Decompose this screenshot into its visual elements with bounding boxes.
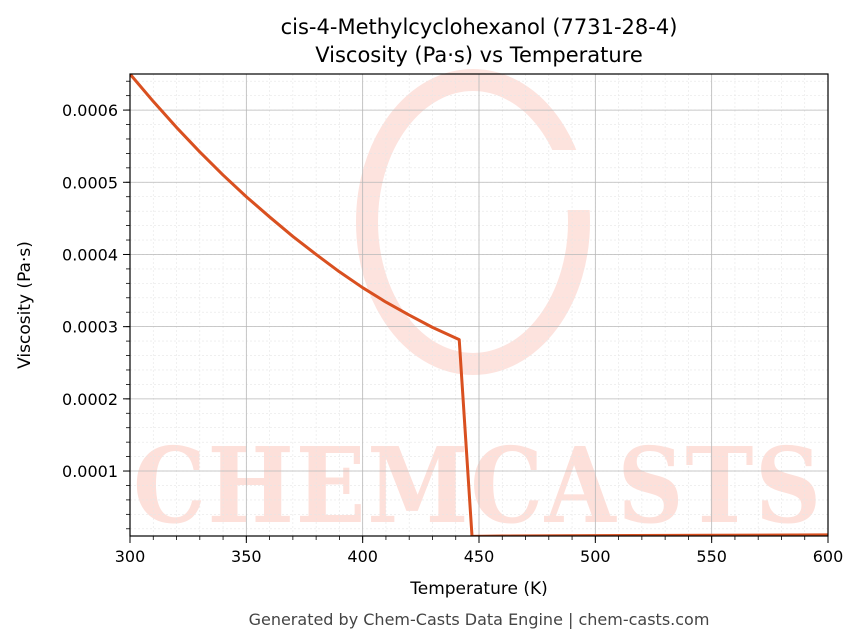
y-axis: 0.0001 0.0002 0.0003 0.0004 0.0005 0.0006 (62, 80, 130, 530)
y-tick-label: 0.0005 (62, 173, 118, 192)
viscosity-line (130, 74, 828, 536)
chart-subtitle: Viscosity (Pa·s) vs Temperature (315, 43, 643, 67)
watermark: CHEMCASTS (133, 69, 821, 547)
y-tick-label: 0.0001 (62, 462, 118, 481)
y-axis-label: Viscosity (Pa·s) (15, 241, 35, 369)
chart-title: cis-4-Methylcyclohexanol (7731-28-4) (281, 15, 678, 39)
x-tick-label: 450 (464, 547, 495, 566)
x-tick-label: 600 (813, 547, 844, 566)
footer-credit: Generated by Chem-Casts Data Engine | ch… (249, 610, 710, 629)
x-tick-label: 400 (347, 547, 378, 566)
y-tick-label: 0.0006 (62, 101, 118, 120)
x-tick-label: 550 (696, 547, 727, 566)
x-axis-label: Temperature (K) (409, 579, 548, 599)
y-tick-label: 0.0003 (62, 318, 118, 337)
x-tick-label: 500 (580, 547, 611, 566)
y-tick-label: 0.0004 (62, 245, 118, 264)
x-tick-label: 300 (115, 547, 146, 566)
watermark-ring (356, 69, 600, 375)
y-tick-label: 0.0002 (62, 390, 118, 409)
x-axis: 300 350 400 450 500 550 600 (115, 536, 844, 566)
x-tick-label: 350 (231, 547, 262, 566)
